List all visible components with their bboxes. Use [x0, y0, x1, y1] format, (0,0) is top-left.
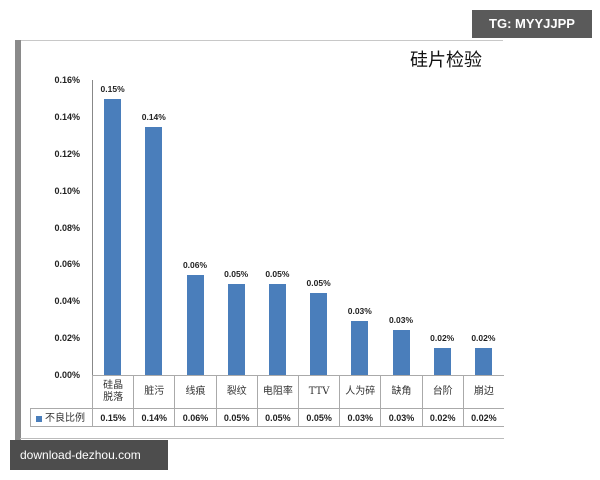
table-value: 0.06% [174, 408, 216, 427]
category-label: 硅晶脱落 [92, 375, 134, 408]
category-label: 崩边 [462, 375, 504, 408]
category-label: 台阶 [421, 375, 463, 408]
bar [104, 99, 122, 376]
y-tick-label: 0.12% [54, 148, 80, 159]
bar [227, 283, 245, 376]
bar-data-label: 0.02% [430, 333, 455, 344]
bar-data-label: 0.05% [306, 278, 331, 289]
panel-left-border [15, 40, 21, 440]
category-label: 电阻率 [256, 375, 298, 408]
bar [474, 348, 492, 376]
y-tick-label: 0.14% [54, 111, 80, 122]
y-tick-label: 0.00% [54, 370, 80, 380]
table-value: 0.05% [256, 408, 298, 427]
chart-title: 硅片检验 [410, 50, 482, 71]
bar-data-label: 0.02% [471, 333, 496, 344]
table-value: 0.05% [298, 408, 340, 427]
bar [433, 348, 451, 376]
y-tick-label: 0.10% [54, 185, 80, 196]
category-label: 线痕 [174, 375, 216, 408]
table-value: 0.15% [92, 408, 134, 427]
y-tick-label: 0.04% [54, 296, 80, 307]
bar-data-label: 0.03% [347, 305, 372, 316]
bar-data-label: 0.05% [265, 268, 290, 279]
bar [145, 127, 163, 376]
bar-data-label: 0.14% [141, 112, 166, 123]
watermark-top: TG: MYYJJPP [472, 10, 592, 38]
legend-item: 不良比例 [30, 408, 92, 427]
y-tick-label: 0.16% [54, 75, 80, 85]
legend-swatch [36, 415, 42, 422]
category-label: 缺角 [380, 375, 422, 408]
bar [392, 329, 410, 376]
legend-label: 不良比例 [45, 413, 85, 424]
y-axis-line [92, 80, 93, 376]
bar [310, 293, 328, 376]
table-value: 0.03% [380, 408, 422, 427]
bar-data-label: 0.15% [100, 84, 125, 95]
category-label: 人为碎 [339, 375, 381, 408]
category-label: 裂纹 [215, 375, 257, 408]
bar-data-label: 0.06% [182, 259, 208, 270]
chart-panel [15, 40, 503, 439]
y-tick-label: 0.08% [54, 222, 80, 233]
panel-bottom-line [20, 438, 504, 439]
bar [351, 320, 369, 376]
table-value: 0.02% [421, 408, 463, 427]
table-value: 0.14% [133, 408, 175, 427]
watermark-bottom: download-dezhou.com [10, 440, 168, 470]
table-value: 0.02% [462, 408, 504, 427]
bar-data-label: 0.03% [388, 314, 414, 325]
category-label: TTV [298, 375, 340, 408]
data-table: 硅晶脱落 0.15% 脏污 0.14% 线痕 0.06% 裂纹 0.05% 电阻率 0.05% TT… [30, 375, 504, 427]
bar [268, 283, 286, 376]
bar-data-label: 0.05% [224, 268, 249, 279]
y-tick-label: 0.02% [54, 333, 80, 344]
bar [186, 274, 204, 376]
table-value: 0.03% [339, 408, 381, 427]
table-value: 0.05% [215, 408, 257, 427]
y-tick-label: 0.06% [54, 259, 80, 270]
category-label: 脏污 [133, 375, 175, 408]
